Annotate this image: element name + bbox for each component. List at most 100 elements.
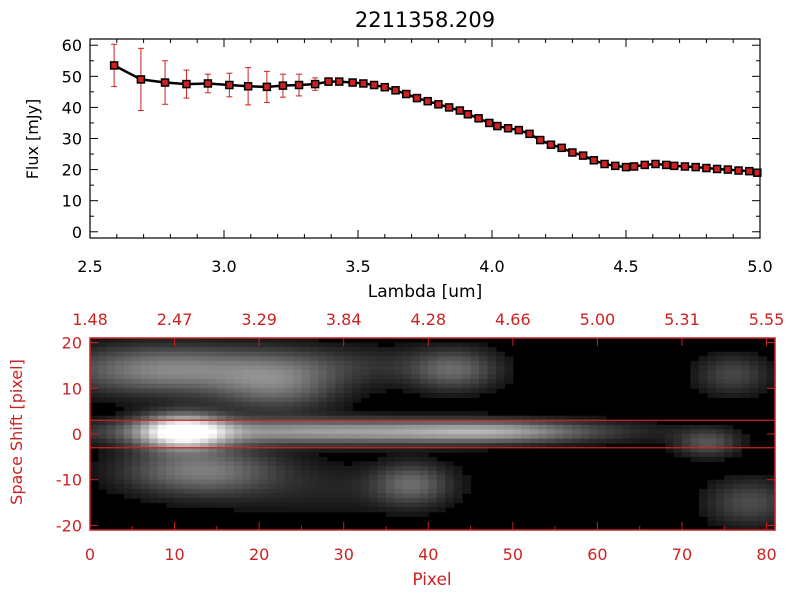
heatmap-cell bbox=[132, 397, 142, 403]
heatmap-cell bbox=[673, 443, 683, 449]
heatmap-cell bbox=[157, 470, 167, 476]
heatmap-cell bbox=[216, 470, 226, 476]
heatmap-cell bbox=[115, 443, 125, 449]
heatmap-cell bbox=[199, 498, 209, 504]
heatmap-cell bbox=[741, 488, 751, 495]
heatmap-cell bbox=[98, 370, 108, 376]
heatmap-cell bbox=[360, 374, 370, 380]
heatmap-cell bbox=[216, 475, 226, 481]
heatmap-cell bbox=[335, 392, 345, 399]
heatmap-cell bbox=[191, 351, 201, 357]
heatmap-cell bbox=[698, 498, 708, 504]
heatmap-cell bbox=[436, 443, 446, 449]
top-y-tick-label: 30 bbox=[62, 130, 82, 149]
heatmap-cell bbox=[681, 452, 692, 458]
flux-point bbox=[745, 166, 754, 176]
heatmap-cell bbox=[166, 420, 176, 426]
heatmap-cell bbox=[766, 479, 776, 485]
heatmap-cell bbox=[199, 388, 209, 394]
heatmap-cell bbox=[140, 360, 150, 367]
heatmap-cell bbox=[707, 370, 717, 376]
heatmap-cell bbox=[292, 488, 303, 495]
heatmap-cell bbox=[546, 420, 556, 426]
heatmap-cell bbox=[462, 438, 472, 444]
heatmap-cell bbox=[191, 397, 201, 403]
heatmap-cell bbox=[487, 374, 497, 380]
heatmap-cell bbox=[436, 374, 446, 380]
heatmap-cell bbox=[157, 479, 167, 485]
heatmap-cell bbox=[216, 456, 226, 463]
heatmap-cell bbox=[216, 443, 226, 449]
heatmap-cell bbox=[732, 356, 742, 362]
heatmap-cell bbox=[123, 379, 133, 385]
heatmap-cell bbox=[470, 374, 480, 380]
heatmap-cell bbox=[318, 392, 328, 399]
heatmap-cell bbox=[250, 434, 260, 440]
heatmap-cell bbox=[174, 342, 184, 348]
heatmap-cell bbox=[402, 434, 412, 440]
heatmap-cell bbox=[242, 498, 252, 504]
heatmap-cell bbox=[250, 342, 260, 348]
heatmap-cell bbox=[123, 360, 133, 367]
heatmap-cell bbox=[318, 370, 328, 376]
heatmap-cell bbox=[343, 342, 353, 348]
heatmap-cell bbox=[250, 488, 260, 495]
heatmap-cell bbox=[292, 374, 303, 380]
heatmap-cell bbox=[445, 383, 455, 389]
heatmap-cell bbox=[115, 365, 125, 371]
heatmap-cell bbox=[318, 479, 328, 485]
heatmap-cell bbox=[250, 429, 260, 435]
heatmap-cell bbox=[233, 452, 243, 458]
heatmap-cell bbox=[479, 370, 489, 376]
heatmap-cell bbox=[132, 388, 142, 394]
heatmap-cell bbox=[276, 470, 286, 476]
heatmap-cell bbox=[326, 434, 336, 440]
heatmap-cell bbox=[242, 493, 252, 499]
heatmap-cell bbox=[360, 379, 370, 385]
heatmap-cell bbox=[309, 498, 319, 504]
heatmap-cell bbox=[326, 347, 336, 353]
heatmap-cell bbox=[445, 493, 455, 499]
heatmap-cell bbox=[419, 438, 429, 444]
heatmap-cell bbox=[208, 447, 218, 453]
heatmap-cell bbox=[199, 434, 209, 440]
heatmap-cell bbox=[191, 456, 201, 463]
heatmap-cell bbox=[445, 429, 455, 435]
heatmap-cell bbox=[470, 342, 480, 348]
heatmap-cell bbox=[479, 347, 489, 353]
heatmap-cell bbox=[174, 488, 184, 495]
heatmap-cell bbox=[394, 360, 404, 367]
heatmap-cell bbox=[385, 493, 396, 499]
heatmap-cell bbox=[183, 406, 193, 412]
heatmap-cell bbox=[106, 379, 116, 385]
heatmap-cell bbox=[166, 456, 176, 463]
heatmap-cell bbox=[115, 447, 125, 453]
flux-point bbox=[369, 80, 379, 90]
heatmap-cell bbox=[326, 388, 336, 394]
heatmap-cell bbox=[191, 461, 201, 467]
heatmap-cell bbox=[166, 342, 176, 348]
heatmap-cell bbox=[183, 374, 193, 380]
heatmap-cell bbox=[436, 360, 446, 367]
heatmap-cell bbox=[470, 392, 480, 399]
heatmap-cell bbox=[470, 365, 480, 371]
heatmap-cell bbox=[419, 360, 429, 367]
heatmap-cell bbox=[766, 493, 776, 499]
heatmap-cell bbox=[538, 443, 548, 449]
heatmap-cell bbox=[309, 411, 319, 417]
heatmap-cell bbox=[411, 498, 421, 504]
heatmap-cell bbox=[724, 452, 734, 458]
heatmap-cell bbox=[309, 488, 319, 495]
heatmap-cell bbox=[326, 443, 336, 449]
heatmap-cell bbox=[555, 443, 565, 449]
heatmap-cell bbox=[225, 452, 235, 458]
heatmap-cell bbox=[453, 493, 463, 499]
bottom-x-tick-label: 10 bbox=[164, 545, 184, 564]
heatmap-cell bbox=[233, 397, 243, 403]
heatmap-cell bbox=[174, 466, 184, 472]
heatmap-cell bbox=[233, 461, 243, 467]
heatmap-cell bbox=[140, 356, 150, 362]
flux-point bbox=[243, 82, 253, 91]
heatmap-cell bbox=[741, 520, 751, 527]
wavelength-top-label: 2.47 bbox=[157, 310, 193, 329]
